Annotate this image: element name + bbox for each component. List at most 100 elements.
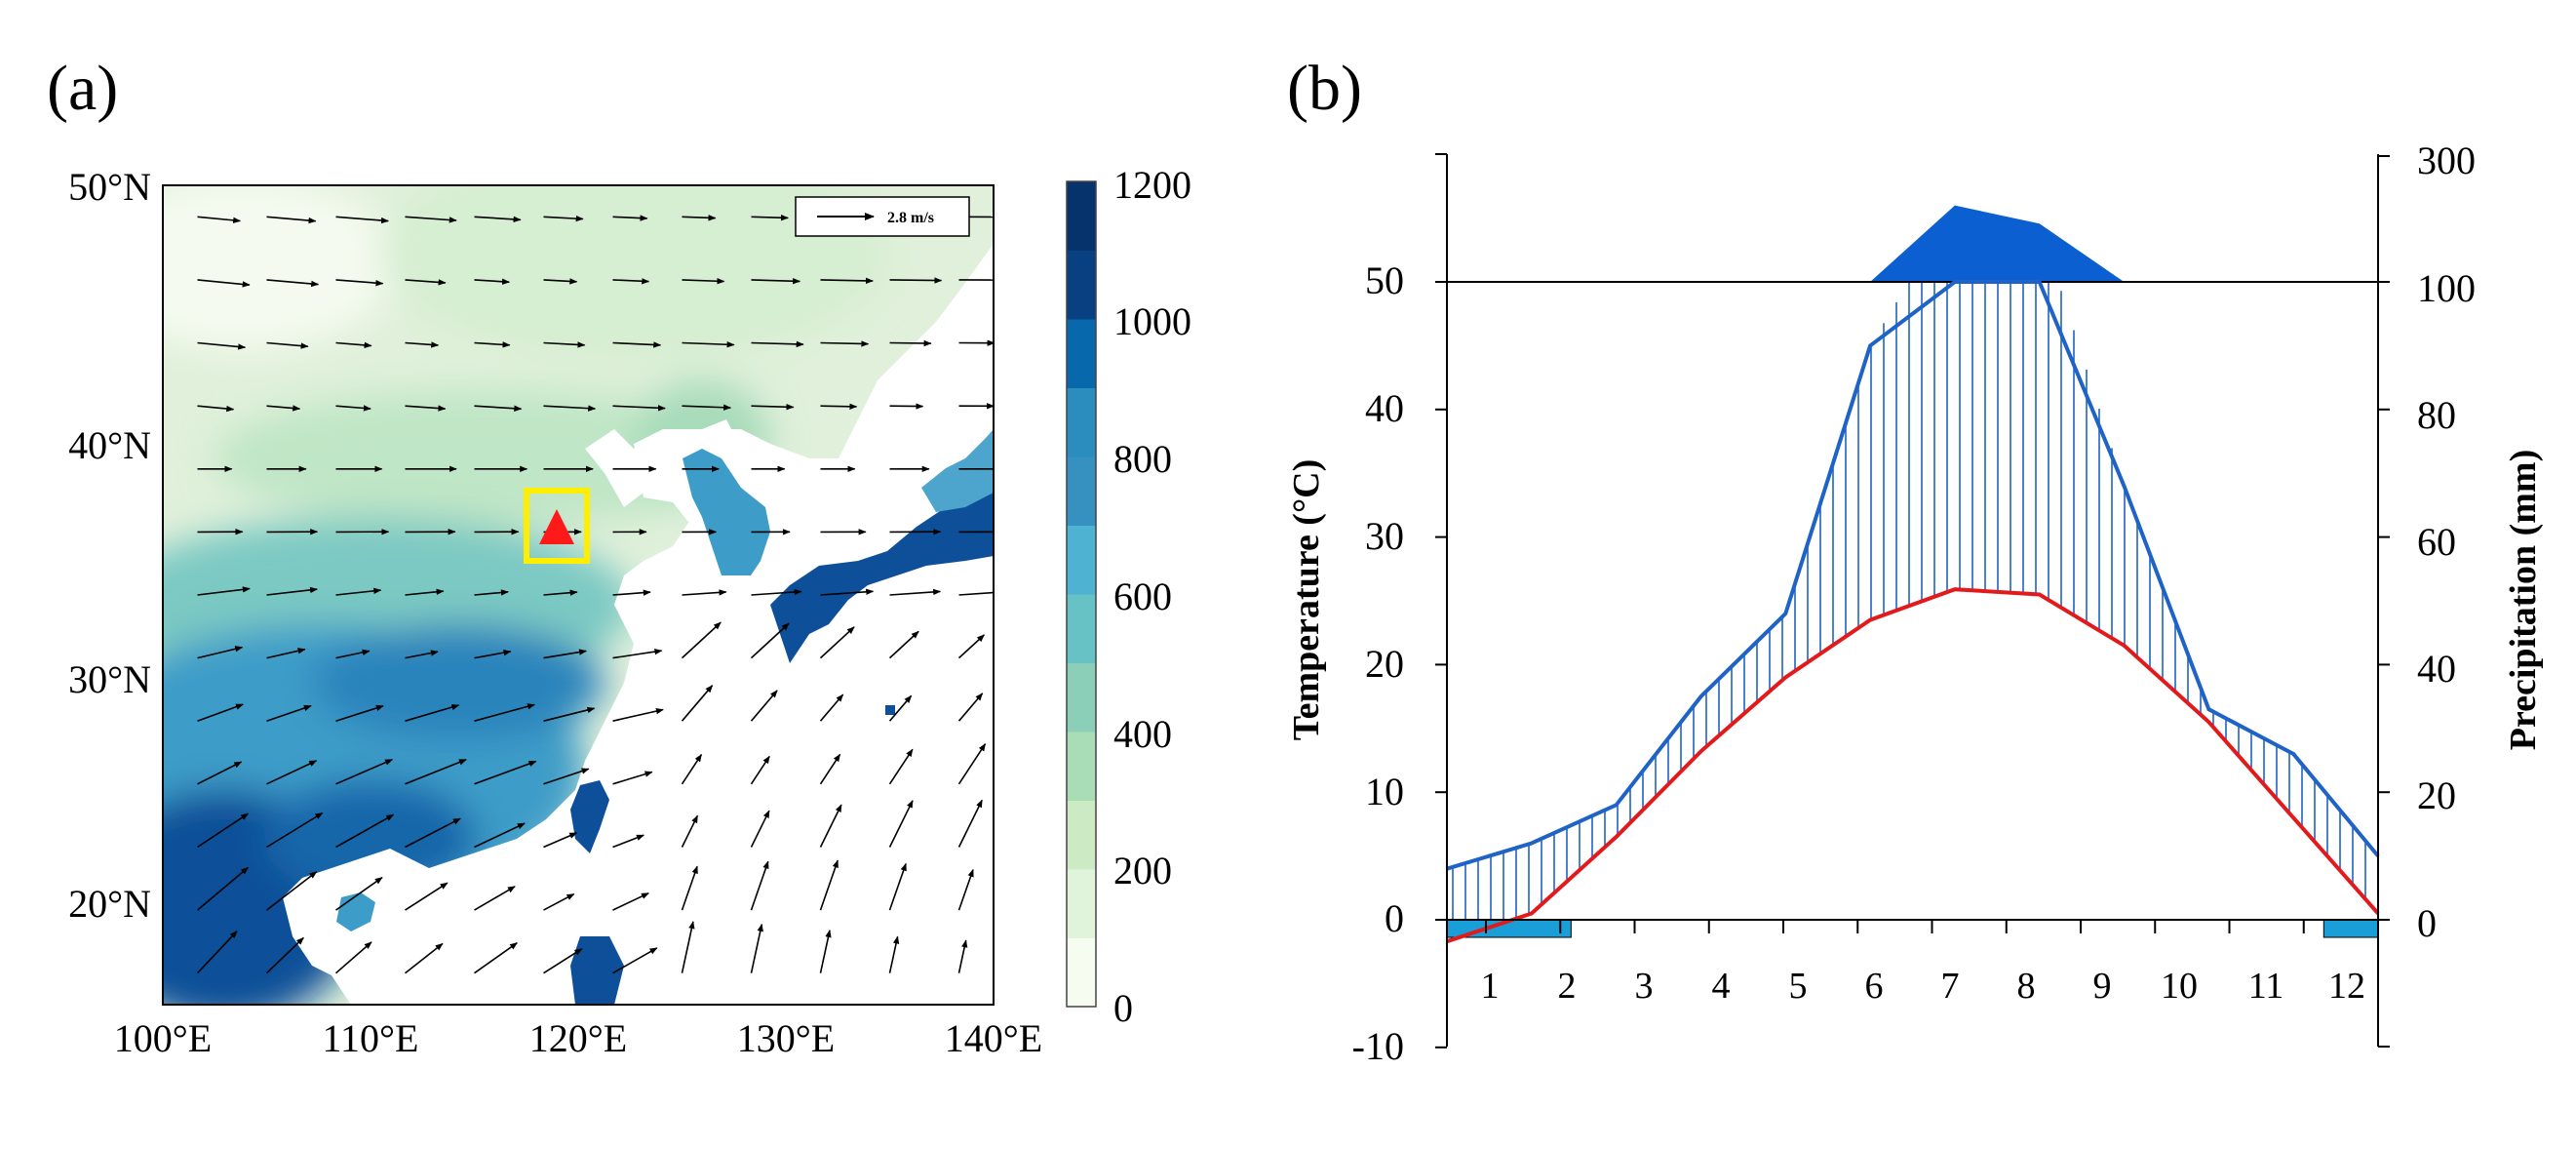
- wind-vector: [820, 277, 874, 285]
- wind-vector: [335, 405, 371, 412]
- wind-vector: [543, 768, 590, 785]
- colorbar-cell: [1067, 937, 1096, 1008]
- colorbar-tick-800: 800: [1113, 437, 1172, 481]
- colorbar-cell: [1067, 594, 1096, 663]
- wind-vector: [543, 706, 596, 722]
- right-tick-0: 0: [2417, 901, 2437, 945]
- wind-vector: [197, 761, 243, 785]
- lon-label-130: 130°E: [737, 1016, 835, 1060]
- right-tick-80: 80: [2417, 393, 2456, 437]
- lon-label-120: 120°E: [529, 1016, 627, 1060]
- wind-vector: [819, 693, 844, 722]
- month-label-3: 3: [1635, 966, 1654, 1007]
- colorbar-cell: [1067, 456, 1096, 526]
- wind-vector: [405, 703, 460, 722]
- wind-vector: [196, 866, 250, 911]
- wind-vector: [681, 685, 714, 722]
- map-panel: 2.8 m/s 50°N 40°N 30°N 20°N 100°E 110°E …: [68, 165, 1042, 1060]
- lat-label-50: 50°N: [68, 165, 151, 209]
- luzon: [570, 936, 624, 1005]
- right-tick-300: 300: [2417, 139, 2476, 182]
- wind-vector: [405, 817, 461, 849]
- colorbar-cell: [1067, 800, 1096, 870]
- wind-vector: [612, 215, 648, 221]
- wind-vector: [957, 743, 987, 785]
- colorbar-tick-600: 600: [1113, 574, 1172, 618]
- wind-vector: [751, 277, 801, 285]
- wind-vector: [474, 650, 512, 659]
- wind-vector: [957, 868, 974, 911]
- month-label-4: 4: [1712, 966, 1731, 1007]
- wind-vector: [889, 339, 932, 347]
- lon-label-140: 140°E: [945, 1016, 1042, 1060]
- wind-vector: [266, 586, 318, 596]
- climate-diagram: 50 40 30 20 10 0 -10 300 100 80 60 40 20…: [1286, 139, 2544, 1068]
- wind-vector: [750, 622, 790, 659]
- wind-vector: [612, 405, 666, 412]
- wind-vector: [612, 707, 664, 722]
- wind-vector: [543, 892, 575, 911]
- wind-vector: [474, 703, 535, 722]
- wind-vector: [681, 814, 699, 848]
- wind-vector: [405, 405, 447, 412]
- wind-reference-label: 2.8 m/s: [887, 210, 934, 226]
- right-tick-40: 40: [2417, 647, 2456, 691]
- wind-vector: [405, 216, 457, 223]
- wind-vector: [197, 279, 251, 288]
- wind-vector: [889, 277, 943, 284]
- wind-vector: [266, 648, 306, 659]
- taiwan: [570, 780, 609, 853]
- wind-vector: [889, 588, 942, 596]
- wind-vector: [335, 341, 372, 349]
- humid-period-hatching: [1452, 282, 2366, 940]
- colorbar-cell: [1067, 250, 1096, 320]
- wind-vector: [474, 589, 509, 596]
- wind-vector: [405, 882, 449, 911]
- wind-vector: [958, 591, 994, 596]
- wind-vector: [819, 753, 841, 785]
- lat-label-40: 40°N: [68, 423, 151, 467]
- wind-vector: [681, 621, 722, 659]
- wind-vector: [197, 405, 235, 413]
- colorbar-tick-400: 400: [1113, 712, 1172, 756]
- wind-vector: [334, 941, 372, 974]
- wind-vector: [957, 799, 983, 848]
- wind-vector: [751, 214, 789, 221]
- right-axis-ticks: [2378, 155, 2390, 1048]
- left-tick-minus-10: -10: [1352, 1024, 1404, 1068]
- lat-label-30: 30°N: [68, 657, 151, 701]
- panel-a-label: (a): [47, 53, 118, 124]
- left-tick-50: 50: [1365, 258, 1404, 302]
- wind-vector: [405, 758, 467, 785]
- wind-vector: [335, 587, 382, 596]
- wind-vector: [335, 758, 394, 785]
- wind-vector: [612, 589, 651, 596]
- wind-vector: [474, 405, 523, 412]
- wind-vector: [543, 948, 583, 974]
- wind-vector: [474, 942, 518, 974]
- wind-vector: [405, 650, 439, 659]
- lon-label-110: 110°E: [323, 1016, 419, 1060]
- wind-vector: [335, 649, 371, 659]
- island-marker: [885, 705, 895, 715]
- wind-vector: [819, 930, 832, 973]
- wind-vector: [197, 646, 244, 659]
- right-tick-60: 60: [2417, 520, 2456, 564]
- wind-vector: [266, 405, 301, 412]
- wind-vector: [750, 860, 769, 911]
- wind-vector: [612, 649, 663, 659]
- wind-vector: [888, 748, 914, 785]
- wind-vector: [197, 216, 242, 223]
- wind-vector: [681, 865, 698, 911]
- wind-vector: [682, 404, 732, 411]
- colorbar-frame: [1066, 180, 1097, 1008]
- panel-b-label: (b): [1287, 53, 1362, 124]
- wind-vector: [405, 588, 445, 596]
- wind-vector: [543, 649, 587, 659]
- month-ticks: [1485, 920, 2305, 933]
- wind-vector: [474, 822, 526, 849]
- wind-vector: [888, 694, 913, 722]
- left-axis-title: Temperature (°C): [1286, 459, 1327, 741]
- wind-vector: [819, 804, 842, 848]
- colorbar-tick-0: 0: [1113, 986, 1133, 1030]
